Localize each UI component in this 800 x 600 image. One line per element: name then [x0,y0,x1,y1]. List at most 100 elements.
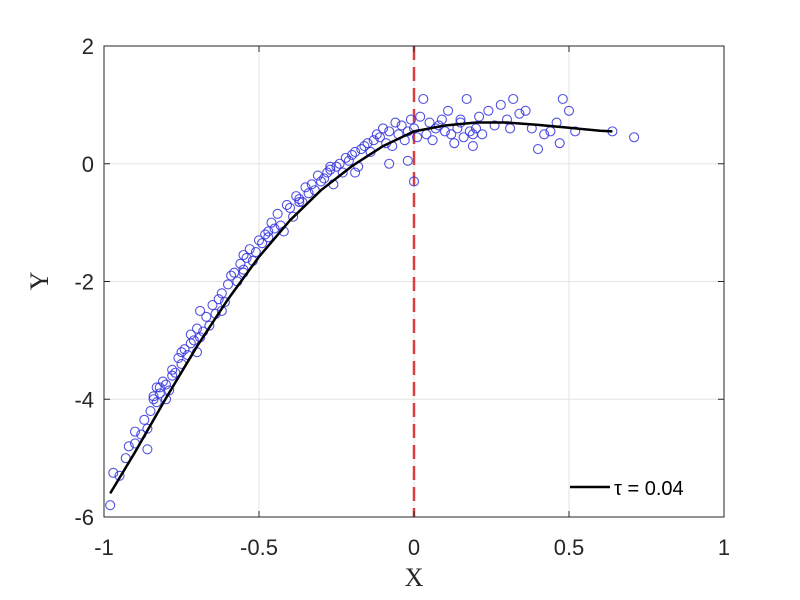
y-axis-label: Y [25,271,54,290]
scatter-point [415,111,426,122]
scatter-point [238,264,249,275]
scatter-point [253,235,265,246]
tick-marks [103,45,725,518]
scatter-point [272,208,283,219]
scatter-point [188,335,199,346]
scatter-point [334,158,345,169]
scatter-point [514,108,525,119]
legend: τ = 0.04 [570,478,684,500]
scatter-point [303,188,314,199]
scatter-point [359,141,370,152]
y-tick-label: -4 [74,387,94,412]
scatter-point [129,426,141,437]
scatter-point [337,167,348,178]
scatter-point [402,155,413,166]
scatter-point [191,323,203,334]
scatter-point [368,135,379,146]
scatter-point [160,394,172,405]
scatter-point [458,132,469,143]
scatter-point [108,467,119,478]
scatter-point [306,179,317,190]
scatter-point [294,196,305,208]
scatter-point [185,329,196,340]
y-tick-label: 0 [82,152,94,177]
scatter-point [142,423,153,434]
scatter-point [204,320,215,331]
scatter-point [390,117,401,128]
scatter-point [467,141,478,152]
scatter-point [405,114,416,125]
scatter-point [226,270,237,281]
scatter-point [173,352,184,364]
scatter-point [269,223,280,234]
scatter-point [139,414,150,425]
scatter-point [424,117,435,128]
y-tick-label: -6 [74,505,94,530]
x-tick-label: -1 [94,535,114,560]
scatter-point [557,93,568,105]
x-tick-labels: -1 -0.5 0 0.5 1 [94,535,730,560]
x-axis-label: X [405,563,424,592]
scatter-point [346,149,358,160]
scatter-point [167,370,178,381]
scatter-point [216,288,227,299]
x-tick-label: -0.5 [240,535,278,560]
scatter-point [291,191,302,202]
scatter-point [350,167,361,178]
scatter-point [238,249,249,261]
scatter-point [154,382,165,393]
scatter-point [148,391,159,402]
y-tick-label: -2 [74,270,94,295]
scatter-point [151,382,162,393]
scatter-point [467,129,478,140]
scatter-point [418,93,429,105]
scatter-point [343,155,354,166]
scatter-point [325,161,336,172]
scatter-point [284,202,296,213]
scatter-point [312,170,323,181]
scatter-point [195,305,206,316]
scatter-point [263,232,274,243]
scatter-point [294,194,305,205]
scatter-point [244,244,255,255]
x-tick-label: 1 [718,535,730,560]
scatter-point [408,123,420,134]
scatter-point [384,126,395,137]
scatter-point [331,161,342,172]
fit-curve-layer [109,121,613,495]
scatter-point [350,146,361,158]
scatter-point [105,500,116,511]
scatter-point [207,299,218,311]
scatter-point [356,143,367,155]
scatter-point [257,238,268,249]
scatter-point [157,376,168,387]
scatter-point [436,114,447,125]
scatter-point [300,182,311,193]
scatter-point [145,405,156,417]
scatter-point [176,347,187,358]
scatter-point [250,247,261,258]
scatter-point [288,211,299,222]
scatter-point [235,258,246,269]
scatter-point [315,176,327,187]
fit-curve [109,121,613,495]
scatter-point [201,311,212,322]
scatter-point [222,279,234,290]
scatter-point [377,123,389,134]
scatter-point [629,132,640,143]
scatter-point [281,199,292,211]
scatter-point [160,379,172,390]
legend-label: τ = 0.04 [614,478,684,500]
scatter-point [408,176,420,187]
scatter-point [179,344,190,355]
y-tick-labels: -6 -4 -2 0 2 [74,34,94,530]
scatter-point [123,441,134,452]
scatter-point [570,126,581,137]
scatter-point [362,138,373,149]
scatter-point [501,114,513,125]
scatter-point [241,252,252,264]
x-tick-label: 0.5 [554,535,585,560]
scatter-point [219,297,230,308]
scatter-point [322,167,333,178]
scatter-point [520,105,531,116]
